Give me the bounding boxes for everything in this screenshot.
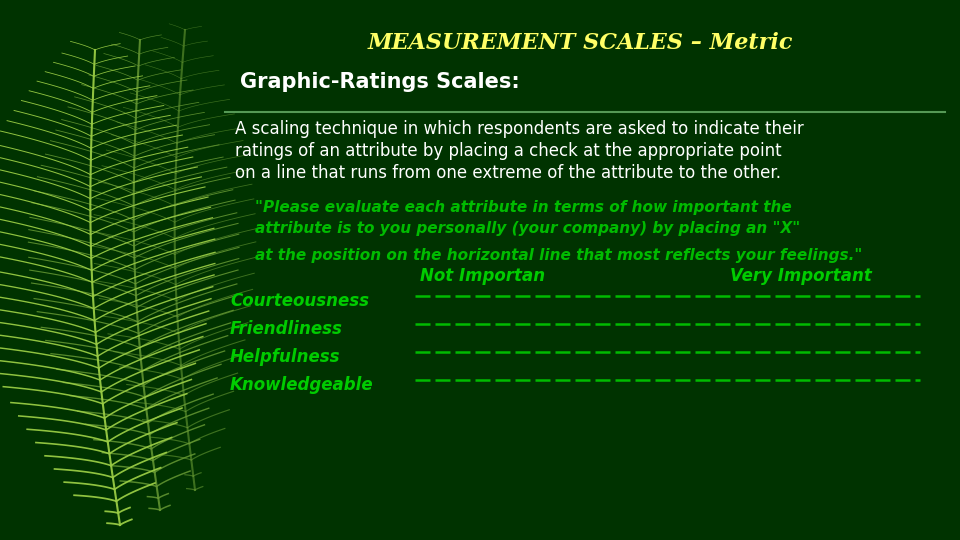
Text: Helpfulness: Helpfulness (230, 348, 341, 366)
Text: Graphic-Ratings Scales:: Graphic-Ratings Scales: (240, 72, 519, 92)
Text: A scaling technique in which respondents are asked to indicate their: A scaling technique in which respondents… (235, 120, 804, 138)
Text: Knowledgeable: Knowledgeable (230, 376, 373, 394)
Text: MEASUREMENT SCALES – Metric: MEASUREMENT SCALES – Metric (368, 32, 793, 54)
Text: ratings of an attribute by placing a check at the appropriate point: ratings of an attribute by placing a che… (235, 142, 781, 160)
Text: Friendliness: Friendliness (230, 320, 343, 338)
Text: "Please evaluate each attribute in terms of how important the: "Please evaluate each attribute in terms… (255, 200, 792, 215)
Text: Very Important: Very Important (730, 267, 872, 285)
Text: on a line that runs from one extreme of the attribute to the other.: on a line that runs from one extreme of … (235, 164, 781, 182)
Text: at the position on the horizontal line that most reflects your feelings.": at the position on the horizontal line t… (255, 248, 862, 263)
Text: Courteousness: Courteousness (230, 292, 369, 310)
Text: attribute is to you personally (your company) by placing an "X": attribute is to you personally (your com… (255, 221, 801, 236)
Text: Not Importan: Not Importan (420, 267, 545, 285)
